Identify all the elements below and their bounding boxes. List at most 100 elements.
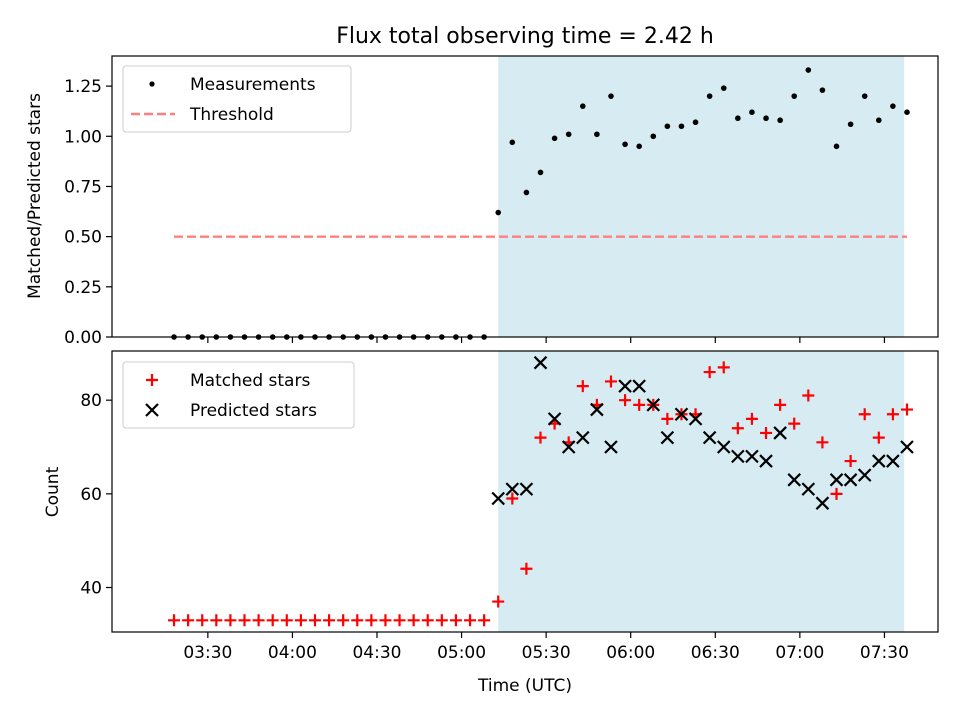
y-tick-label: 0.25 (64, 278, 102, 298)
predicted-star-point (519, 482, 534, 496)
matched-star-point (534, 431, 547, 444)
predicted-star-point (801, 482, 816, 496)
matched-star-point (858, 408, 871, 421)
matched-star-point (294, 614, 307, 627)
predicted-star-point (745, 449, 759, 464)
predicted-star-point (759, 454, 773, 468)
predicted-star-point (886, 454, 900, 468)
top-legend-box (122, 65, 352, 133)
matched-star-point (576, 380, 589, 393)
matched-star-point (168, 614, 181, 627)
matched-star-point (224, 614, 237, 627)
top-shaded-region (498, 56, 905, 337)
bottom-legend-box (122, 361, 355, 429)
matched-star-point (464, 614, 477, 627)
matched-star-point (802, 389, 815, 402)
matched-star-point (830, 487, 843, 500)
matched-star-point (252, 614, 265, 627)
bottom-plot-frame (111, 350, 939, 633)
matched-star-point (520, 562, 533, 575)
measurement-point (890, 103, 896, 109)
measurement-point (847, 121, 854, 128)
top-y-axis-label: Matched/Predicted stars (25, 93, 45, 299)
matched-star-point (717, 361, 730, 374)
measurement-point (565, 131, 572, 138)
x-tick-label: 06:30 (691, 643, 740, 663)
matched-star-point (323, 614, 336, 627)
x-tick-label: 05:00 (437, 643, 486, 663)
measurement-point (509, 139, 516, 146)
predicted-star-point (829, 473, 844, 487)
predicted-star-point (731, 449, 745, 464)
matched-star-point (421, 614, 434, 627)
matched-star-point (478, 614, 491, 627)
predicted-star-point (660, 430, 675, 445)
matched-star-point (774, 398, 787, 411)
matched-star-point (745, 412, 758, 425)
top-legend: Measurements Threshold (122, 65, 352, 133)
predicted-star-point (646, 398, 661, 412)
matched-star-point (365, 614, 378, 627)
x-tick-label: 05:30 (522, 643, 571, 663)
predicted-star-point (773, 426, 787, 440)
matched-star-point (182, 614, 195, 627)
bottom-panel: 40 60 80 03:30 04:00 04:30 05:00 05:30 06:00 06:… (43, 350, 939, 696)
top-plot-frame (111, 55, 939, 338)
matched-star-point (351, 614, 364, 627)
x-tick-label: 06:00 (606, 643, 655, 663)
measurement-point (819, 87, 826, 93)
measurement-point (805, 67, 812, 73)
legend-matched-label: Matched stars (190, 371, 310, 391)
bottom-y-axis-label: Count (43, 466, 63, 517)
matched-star-point (407, 614, 420, 627)
predicted-star-point (547, 412, 562, 426)
y-tick-label: 40 (80, 579, 102, 599)
matched-star-point (633, 398, 646, 411)
predicted-star-point (872, 454, 886, 468)
matched-star-point (886, 408, 899, 421)
measurement-point (833, 143, 840, 150)
matched-star-point (308, 614, 321, 627)
y-tick-label: 80 (80, 391, 102, 411)
measurement-point (735, 115, 741, 122)
matched-star-point (196, 614, 209, 627)
measurement-point (749, 109, 755, 115)
matched-star-point (337, 614, 350, 627)
matched-star-point (661, 412, 674, 425)
matched-star-point (210, 614, 223, 627)
measurement-point (594, 131, 600, 138)
predicted-star-point (857, 468, 872, 482)
x-tick-label: 04:00 (268, 643, 317, 663)
measurement-point (579, 103, 586, 109)
matched-star-point (731, 422, 744, 435)
predicted-star-point (688, 412, 703, 426)
measurement-point (622, 141, 628, 148)
matched-star-point (872, 431, 885, 444)
matched-star-point (703, 366, 716, 379)
measurement-point (692, 119, 699, 126)
matched-star-point (604, 375, 617, 388)
measurement-point (720, 85, 727, 91)
measurement-point (861, 93, 868, 99)
matched-star-point (492, 595, 505, 608)
measurement-point (763, 115, 769, 122)
y-tick-label: 0.50 (64, 228, 102, 248)
measurement-point (608, 93, 614, 99)
predicted-star-point (505, 482, 520, 496)
measurement-point (791, 93, 798, 99)
predicted-star-point (716, 440, 731, 454)
predicted-star-point (604, 440, 618, 454)
x-axis-label: Time (UTC) (477, 676, 572, 696)
matched-star-point (435, 614, 448, 627)
legend-matched-marker (146, 374, 158, 386)
predicted-star-point (576, 430, 590, 445)
matched-star-point (619, 394, 632, 407)
measurement-point (875, 117, 882, 124)
measurement-point (777, 117, 783, 124)
y-tick-label: 0.00 (64, 328, 102, 348)
predicted-star-point (900, 440, 914, 454)
y-tick-label: 1.00 (64, 127, 102, 147)
x-tick-label: 07:00 (775, 643, 824, 663)
measurement-point (495, 209, 502, 216)
